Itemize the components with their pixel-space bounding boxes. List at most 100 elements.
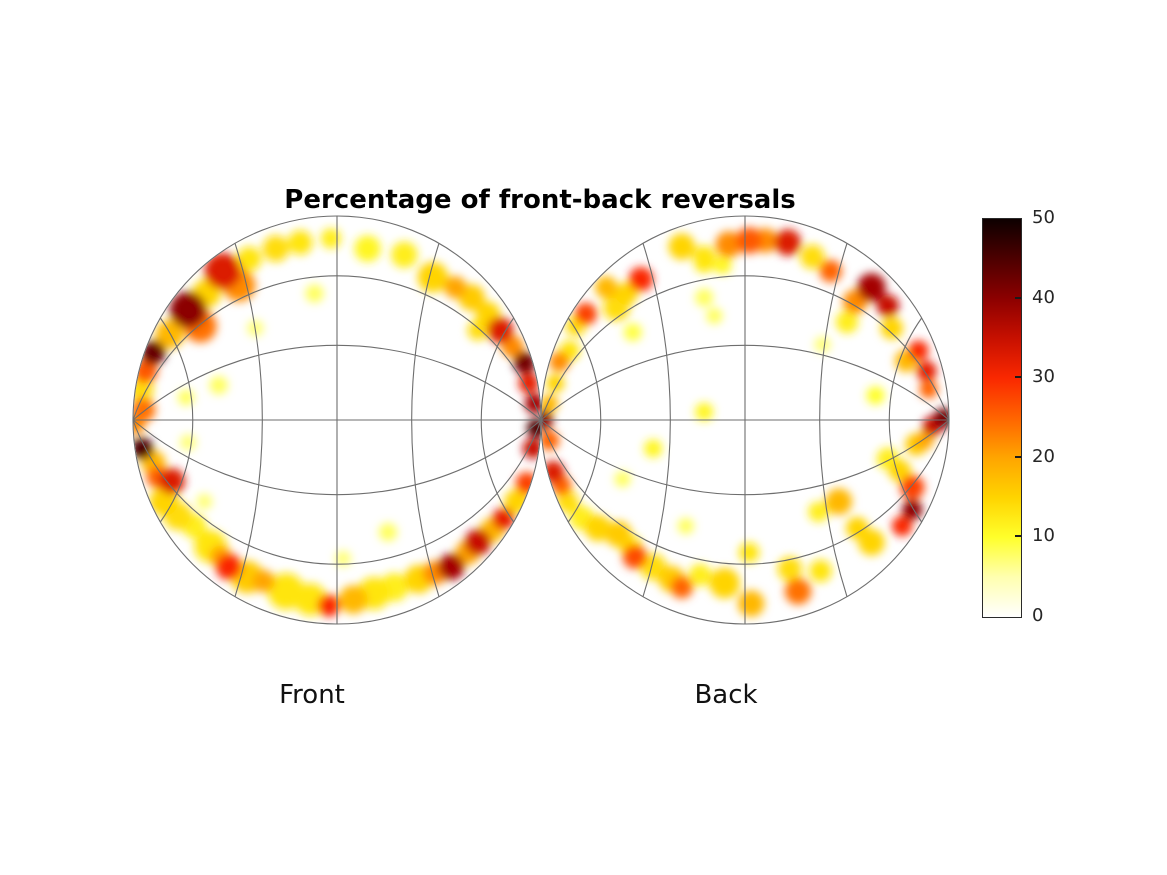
heat-blob (628, 267, 654, 292)
heat-blob (464, 529, 492, 556)
heat-blob (378, 523, 398, 542)
heat-blob (737, 590, 765, 617)
graticule-front (132, 215, 542, 625)
heat-blob (809, 559, 832, 583)
heat-blob (800, 244, 825, 270)
grid-arc-elevation (540, 275, 950, 421)
heat-blob (876, 294, 900, 317)
heat-blob (237, 246, 262, 272)
heat-blob (262, 235, 290, 262)
grid-arc-azimuth (411, 243, 440, 597)
heat-blob (437, 553, 465, 581)
colorbar-tick (1015, 535, 1021, 538)
grid-arc-elevation (540, 419, 950, 496)
heat-blob (692, 245, 716, 269)
colorbar-tick (1015, 296, 1021, 299)
heat-blob (677, 517, 695, 535)
heat-blob (204, 252, 242, 290)
heat-blob (695, 402, 714, 422)
heat-blob (334, 550, 352, 567)
grid-arc-azimuth (888, 317, 923, 523)
heat-blob (908, 340, 929, 361)
heat-blob (177, 389, 195, 406)
heat-blob (688, 563, 712, 587)
heat-blob (738, 542, 760, 563)
heat-blob (670, 576, 693, 599)
heat-blob (706, 307, 723, 325)
heat-blob (622, 544, 648, 569)
heat-blob (518, 373, 539, 394)
grid-arc-elevation (540, 344, 950, 421)
heatmap-layer-back (541, 227, 949, 617)
heat-blob (549, 351, 570, 373)
heat-blob (515, 472, 538, 495)
heat-blob (546, 374, 565, 393)
heat-blob (339, 585, 368, 614)
heat-blob (391, 241, 418, 269)
heat-blob (644, 439, 663, 458)
heat-blob (615, 282, 638, 305)
grid-arc-elevation (132, 275, 542, 421)
colorbar-tick (1015, 376, 1021, 379)
heat-blob (158, 467, 186, 495)
heat-blob (857, 273, 886, 302)
grid-arc-elevation (540, 419, 950, 565)
heat-blob (141, 340, 166, 365)
heat-blob (492, 507, 515, 531)
heat-blob (777, 556, 803, 582)
grid-arc-azimuth (642, 243, 671, 597)
colorbar-tick (1015, 455, 1021, 458)
heat-blob (155, 320, 184, 349)
heat-blob (819, 259, 842, 283)
heat-blob (774, 229, 802, 256)
grid-arc-azimuth (234, 243, 263, 597)
heatmap-layer-front (133, 228, 541, 617)
heat-blob (880, 316, 904, 340)
colorbar-tick-label: 0 (1032, 605, 1044, 626)
heat-blob (614, 471, 631, 488)
heat-blob (709, 567, 740, 599)
grid-arc-azimuth (159, 317, 194, 523)
heat-blob (605, 520, 632, 548)
heat-blob (735, 227, 763, 254)
heat-blob (713, 255, 732, 275)
heat-blob (444, 276, 467, 299)
heat-blob (595, 276, 618, 299)
heat-blob (417, 261, 449, 293)
heat-blob (574, 302, 598, 326)
heat-blob (169, 291, 207, 329)
heat-blob (133, 437, 154, 460)
heat-blob (891, 515, 913, 537)
grid-arc-azimuth (480, 317, 515, 523)
heat-blob (209, 376, 228, 395)
colorbar-tick-label: 20 (1032, 445, 1055, 467)
heat-blob (715, 231, 742, 258)
heat-blob (467, 320, 488, 341)
heat-blob (215, 553, 243, 581)
heat-blob (695, 288, 714, 307)
heat-blob (900, 475, 925, 500)
front-hemisphere-label: Front (279, 680, 345, 710)
colorbar-tick-label: 30 (1032, 366, 1055, 388)
grid-arc-elevation (132, 344, 542, 421)
grid-arc-azimuth (567, 317, 602, 523)
heat-blob (933, 407, 949, 429)
heat-blob (784, 578, 812, 605)
heat-blob (354, 235, 381, 262)
heat-blob (288, 230, 313, 255)
heat-blob (541, 394, 559, 413)
graticule-back (540, 215, 950, 625)
grid-arc-elevation (132, 419, 542, 496)
heat-blob (196, 493, 213, 510)
heat-blob (858, 529, 885, 556)
grid-arc-azimuth (819, 243, 848, 597)
heat-blob (814, 336, 831, 353)
colorbar-tick-label: 10 (1032, 525, 1055, 547)
heat-blob (825, 488, 853, 515)
heat-blob (866, 386, 885, 405)
back-hemisphere-label: Back (694, 680, 758, 710)
heat-blob (513, 351, 536, 375)
heat-blob (916, 360, 937, 382)
